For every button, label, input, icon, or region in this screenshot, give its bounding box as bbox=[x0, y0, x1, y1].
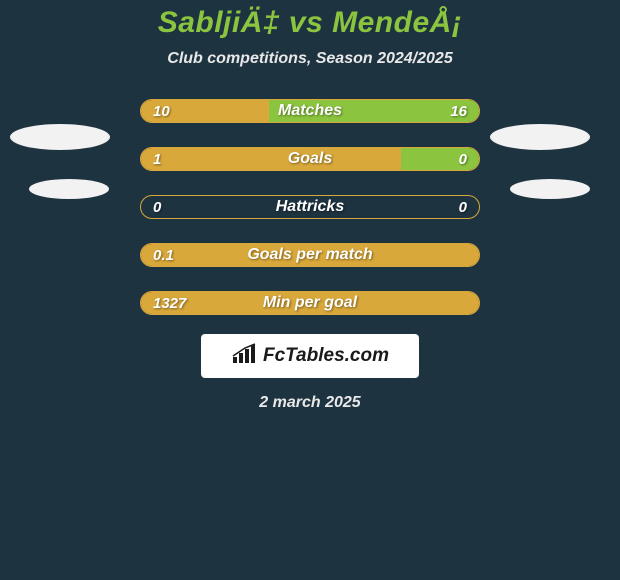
brand-text: FcTables.com bbox=[263, 345, 389, 367]
bar-right-fill bbox=[269, 100, 479, 122]
stat-left-value: 1 bbox=[153, 148, 161, 170]
stat-row: Matches1016 bbox=[0, 98, 620, 124]
stat-bar: Matches1016 bbox=[140, 99, 480, 123]
stat-left-value: 10 bbox=[153, 100, 170, 122]
stat-right-value: 0 bbox=[459, 148, 467, 170]
stat-bar: Hattricks0 0 bbox=[140, 195, 480, 219]
stat-left-value: 0.1 bbox=[153, 244, 174, 266]
subtitle: Club competitions, Season 2024/2025 bbox=[0, 50, 620, 68]
stat-left-value: 0 bbox=[153, 196, 161, 218]
brand-chart-icon bbox=[231, 343, 259, 370]
stat-left-value: 1327 bbox=[153, 292, 186, 314]
stat-bar: Goals10 bbox=[140, 147, 480, 171]
stat-right-value: 16 bbox=[450, 100, 467, 122]
bar-left-fill bbox=[141, 292, 479, 314]
stat-right-value: 0 bbox=[459, 196, 467, 218]
stat-row: Hattricks0 0 bbox=[0, 194, 620, 220]
brand-badge: FcTables.com bbox=[201, 334, 419, 378]
bar-right-fill bbox=[401, 148, 479, 170]
decorative-ellipse bbox=[10, 124, 110, 150]
stat-label: Hattricks bbox=[141, 196, 479, 218]
page-title: SabljiÄ‡ vs MendeÅ¡ bbox=[0, 0, 620, 40]
bar-left-fill bbox=[141, 244, 479, 266]
stat-row: Min per goal1327 bbox=[0, 290, 620, 316]
decorative-ellipse bbox=[29, 179, 109, 199]
stat-bar: Goals per match0.1 bbox=[140, 243, 480, 267]
stat-row: Goals10 bbox=[0, 146, 620, 172]
stat-row: Goals per match0.1 bbox=[0, 242, 620, 268]
decorative-ellipse bbox=[490, 124, 590, 150]
decorative-ellipse bbox=[510, 179, 590, 199]
date-text: 2 march 2025 bbox=[0, 394, 620, 412]
bar-left-fill bbox=[141, 148, 401, 170]
stat-bar: Min per goal1327 bbox=[140, 291, 480, 315]
comparison-infographic: SabljiÄ‡ vs MendeÅ¡ Club competitions, S… bbox=[0, 0, 620, 580]
